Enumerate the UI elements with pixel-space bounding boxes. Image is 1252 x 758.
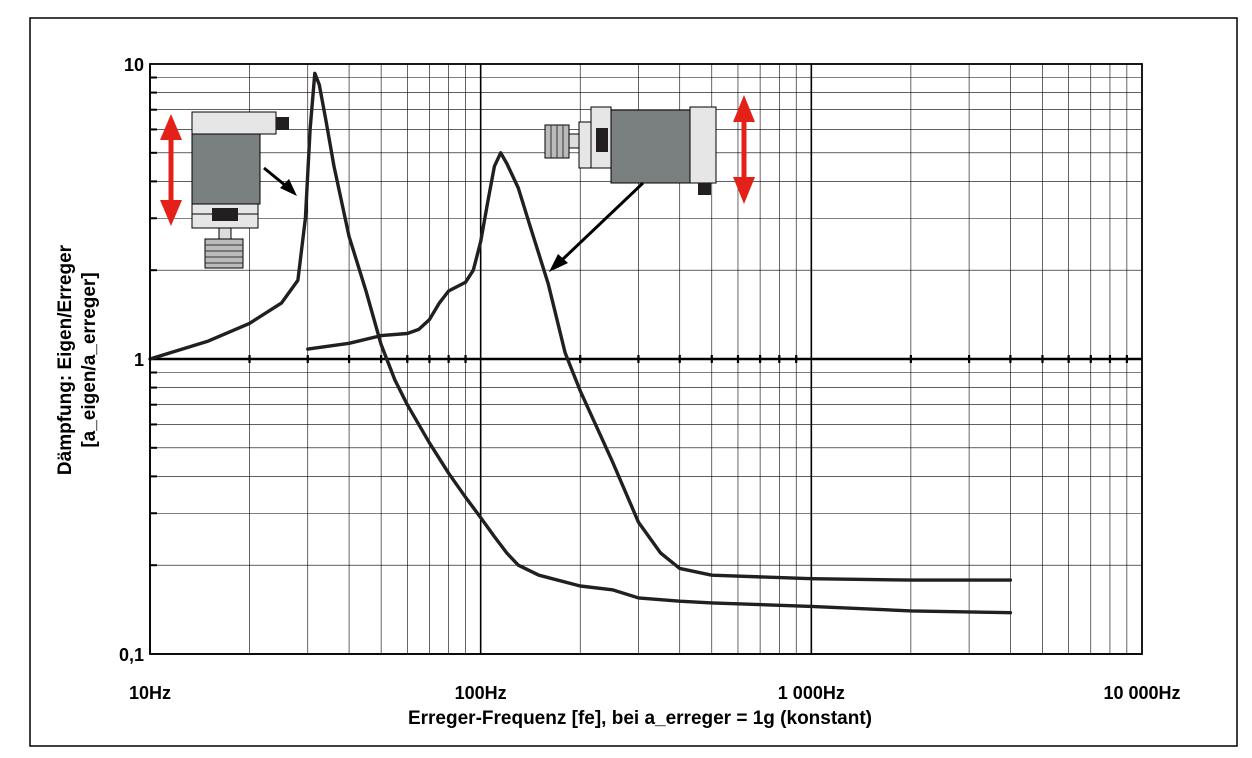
series-line-1 [148, 71, 1013, 615]
device-horizontal-illustration [544, 106, 717, 195]
y-axis-title-line1: Dämpfung: Eigen/Erreger [55, 244, 76, 475]
device-horizontal-connector [698, 183, 711, 195]
series-line-2 [306, 151, 1013, 582]
device-horizontal-body [610, 109, 691, 184]
y-axis-title: Dämpfung: Eigen/Erreger [a_eigen/a_erreg… [55, 244, 100, 475]
x-tick-label: 10 000Hz [1103, 683, 1180, 703]
curves [148, 71, 1013, 615]
device-vertical-coupling [204, 238, 244, 269]
pointer-arrow-right-icon [549, 181, 645, 272]
plot-area-border [149, 63, 1143, 655]
device-vertical-illustration [191, 111, 289, 269]
x-tick-label: 100Hz [455, 683, 507, 703]
device-vertical-body [191, 133, 261, 205]
vertical-vibration-arrow-icon [160, 114, 182, 226]
device-horizontal-flange [578, 121, 592, 169]
device-horizontal-socket [596, 128, 608, 152]
vertical-vibration-arrow-right-icon [733, 95, 755, 204]
device-vertical-connector [276, 117, 289, 130]
device-vertical-socket [212, 208, 238, 221]
y-tick-label: 1 [134, 350, 144, 370]
device-vertical-shaft [218, 227, 232, 240]
pointer-arrow-icon [263, 166, 297, 196]
x-tick-label: 1 000Hz [778, 683, 845, 703]
device-horizontal-cap [689, 106, 717, 184]
x-tick-label: 10Hz [129, 683, 171, 703]
x-tick-labels: 10Hz 100Hz 1 000Hz 10 000Hz [129, 683, 1181, 703]
device-horizontal-shaft [568, 133, 580, 149]
y-tick-labels: 0,1 1 10 [119, 55, 144, 665]
y-tick-label: 10 [124, 55, 144, 75]
y-tick-label: 0,1 [119, 645, 144, 665]
device-vertical-top-plate [191, 111, 277, 135]
y-axis-title-line2: [a_eigen/a_erreger] [79, 272, 100, 447]
x-axis-title: Erreger-Frequenz [fe], bei a_erreger = 1… [408, 708, 872, 729]
